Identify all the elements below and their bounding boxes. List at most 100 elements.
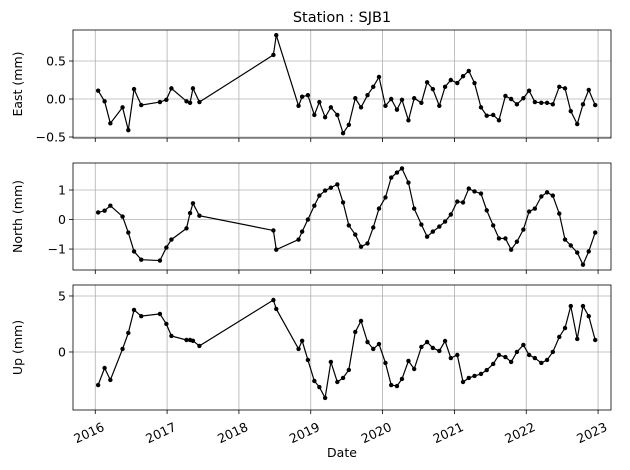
data-point [164, 245, 169, 250]
data-point [491, 112, 496, 118]
data-point [365, 93, 370, 98]
data-point [557, 84, 562, 90]
data-point [557, 334, 562, 340]
data-point [131, 86, 137, 92]
data-line [97, 34, 596, 135]
data-point [448, 77, 454, 83]
x-tick-label: 2021 [431, 419, 466, 446]
data-point [562, 325, 568, 331]
data-point [358, 318, 364, 324]
data-point [376, 341, 382, 347]
data-point [126, 127, 131, 133]
data-point [164, 97, 169, 102]
data-point [508, 247, 514, 252]
data-point [102, 365, 107, 371]
data-point [164, 321, 169, 327]
plot-frame [72, 29, 612, 139]
data-point [437, 224, 442, 229]
data-point [95, 210, 101, 215]
data-point [562, 237, 568, 242]
data-point [340, 375, 346, 381]
data-point [399, 97, 405, 102]
data-point [296, 237, 301, 242]
data-point [353, 329, 358, 335]
data-point [299, 229, 305, 234]
data-point [353, 96, 358, 101]
data-point [503, 236, 508, 241]
data-point [383, 103, 388, 109]
data-point [365, 241, 370, 246]
data-point [299, 94, 305, 99]
data-point [503, 93, 508, 99]
data-point [271, 52, 276, 58]
data-point [271, 297, 276, 303]
data-point [169, 237, 174, 242]
data-point [322, 188, 328, 193]
data-point [406, 118, 411, 123]
data-point [358, 105, 364, 110]
plot-frame [72, 284, 612, 411]
data-point [95, 382, 101, 388]
data-point [466, 68, 471, 74]
data-point [514, 349, 520, 355]
data-point [491, 361, 496, 367]
y-axis-label: Up (mm) [10, 320, 25, 375]
data-point [455, 352, 460, 358]
data-point [271, 228, 276, 233]
data-point [539, 360, 544, 366]
y-tick-label: −1 [48, 242, 66, 257]
data-point [437, 103, 442, 109]
data-point [187, 100, 193, 106]
data-point [376, 74, 382, 80]
data-point [108, 121, 113, 126]
x-axis-label: Date [327, 445, 357, 460]
data-point [157, 311, 163, 317]
data-point [328, 359, 334, 365]
data-point [460, 74, 466, 79]
y-tick-label: 0.5 [46, 54, 66, 69]
data-point [346, 122, 352, 128]
data-point [514, 239, 520, 244]
data-point [157, 258, 163, 263]
data-point [491, 223, 496, 228]
data-point [353, 232, 358, 237]
data-point [472, 80, 477, 86]
data-point [139, 257, 144, 262]
data-point [322, 395, 328, 401]
data-point [442, 338, 448, 344]
y-tick-label: 0.0 [46, 92, 66, 107]
data-point [521, 342, 526, 348]
data-point [406, 180, 411, 185]
data-point [472, 189, 477, 194]
data-point [131, 307, 137, 313]
data-point [539, 100, 544, 106]
y-tick-label: 5 [58, 288, 66, 303]
data-point [430, 229, 436, 234]
data-point [526, 352, 532, 358]
data-point [120, 214, 125, 219]
data-line [97, 299, 596, 400]
data-point [568, 108, 573, 114]
data-point [296, 103, 301, 109]
data-point [389, 175, 394, 180]
data-point [455, 80, 460, 86]
y-axis-label: East (mm) [10, 51, 25, 116]
data-point [346, 367, 352, 373]
data-point [322, 115, 328, 120]
data-point [411, 366, 417, 372]
data-point [126, 230, 131, 235]
data-point [508, 96, 514, 102]
data-point [586, 313, 591, 319]
data-point [484, 113, 489, 118]
data-point [296, 346, 301, 352]
data-point [335, 112, 340, 118]
data-point [383, 195, 388, 200]
data-point [305, 217, 311, 222]
data-point [399, 376, 405, 382]
data-point [460, 379, 466, 385]
x-tick-label: 2016 [71, 419, 106, 446]
data-point [550, 193, 556, 198]
data-point [383, 360, 388, 366]
data-point [419, 344, 424, 350]
